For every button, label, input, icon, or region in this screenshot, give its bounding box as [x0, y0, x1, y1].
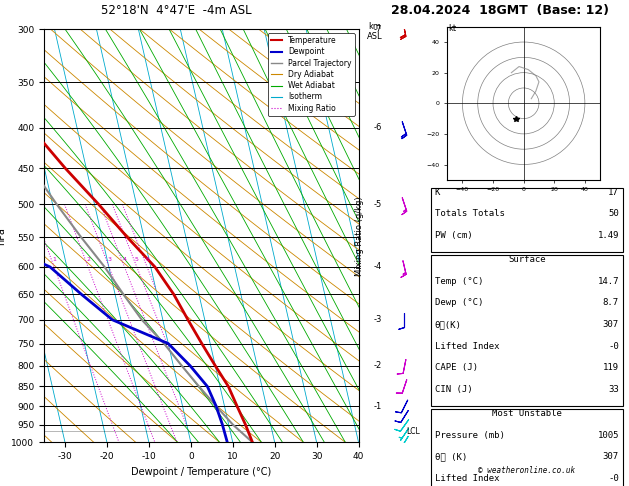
Text: Pressure (mb): Pressure (mb): [435, 431, 504, 440]
Text: 1: 1: [52, 257, 56, 262]
Legend: Temperature, Dewpoint, Parcel Trajectory, Dry Adiabat, Wet Adiabat, Isotherm, Mi: Temperature, Dewpoint, Parcel Trajectory…: [267, 33, 355, 116]
Text: K: K: [435, 188, 440, 197]
Text: 17: 17: [608, 188, 619, 197]
Text: 307: 307: [603, 320, 619, 329]
Text: -2: -2: [374, 361, 382, 370]
Bar: [431, 188, 623, 252]
Text: 14.7: 14.7: [598, 277, 619, 286]
Text: -5: -5: [374, 200, 382, 209]
Text: θᴇ (K): θᴇ (K): [435, 452, 467, 461]
Bar: [431, 255, 623, 406]
Text: -0: -0: [608, 474, 619, 483]
Text: Most Unstable: Most Unstable: [492, 409, 562, 418]
Text: PW (cm): PW (cm): [435, 231, 472, 240]
Text: Lifted Index: Lifted Index: [435, 474, 499, 483]
Text: 5: 5: [135, 257, 139, 262]
Text: © weatheronline.co.uk: © weatheronline.co.uk: [478, 466, 576, 475]
Text: Mixing Ratio (g/kg): Mixing Ratio (g/kg): [355, 196, 364, 276]
Text: -7: -7: [374, 25, 382, 34]
Text: Dewp (°C): Dewp (°C): [435, 298, 483, 308]
Text: 28.04.2024  18GMT  (Base: 12): 28.04.2024 18GMT (Base: 12): [391, 3, 609, 17]
Text: km
ASL: km ASL: [367, 22, 382, 41]
Text: 50: 50: [608, 209, 619, 218]
Text: -0: -0: [608, 342, 619, 350]
Text: 1.49: 1.49: [598, 231, 619, 240]
Text: CAPE (J): CAPE (J): [435, 363, 477, 372]
Text: 2: 2: [86, 257, 90, 262]
Text: 307: 307: [603, 452, 619, 461]
Text: 8.7: 8.7: [603, 298, 619, 308]
Text: kt: kt: [448, 24, 457, 34]
Y-axis label: hPa: hPa: [0, 227, 6, 244]
Text: -6: -6: [374, 123, 382, 132]
Text: θᴇ(K): θᴇ(K): [435, 320, 462, 329]
Text: -4: -4: [374, 262, 382, 272]
Text: 4: 4: [123, 257, 126, 262]
Text: 33: 33: [608, 385, 619, 394]
Text: -1: -1: [374, 401, 382, 411]
Text: 119: 119: [603, 363, 619, 372]
Text: Lifted Index: Lifted Index: [435, 342, 499, 350]
Text: -3: -3: [374, 315, 382, 324]
Text: 6: 6: [145, 257, 149, 262]
Text: CIN (J): CIN (J): [435, 385, 472, 394]
Text: 1005: 1005: [598, 431, 619, 440]
Text: Surface: Surface: [508, 255, 545, 264]
Text: Temp (°C): Temp (°C): [435, 277, 483, 286]
Bar: [431, 409, 623, 486]
Text: LCL: LCL: [406, 427, 420, 435]
Text: 3: 3: [107, 257, 111, 262]
Text: Totals Totals: Totals Totals: [435, 209, 504, 218]
X-axis label: Dewpoint / Temperature (°C): Dewpoint / Temperature (°C): [131, 467, 271, 477]
Text: 52°18'N  4°47'E  -4m ASL: 52°18'N 4°47'E -4m ASL: [101, 3, 252, 17]
